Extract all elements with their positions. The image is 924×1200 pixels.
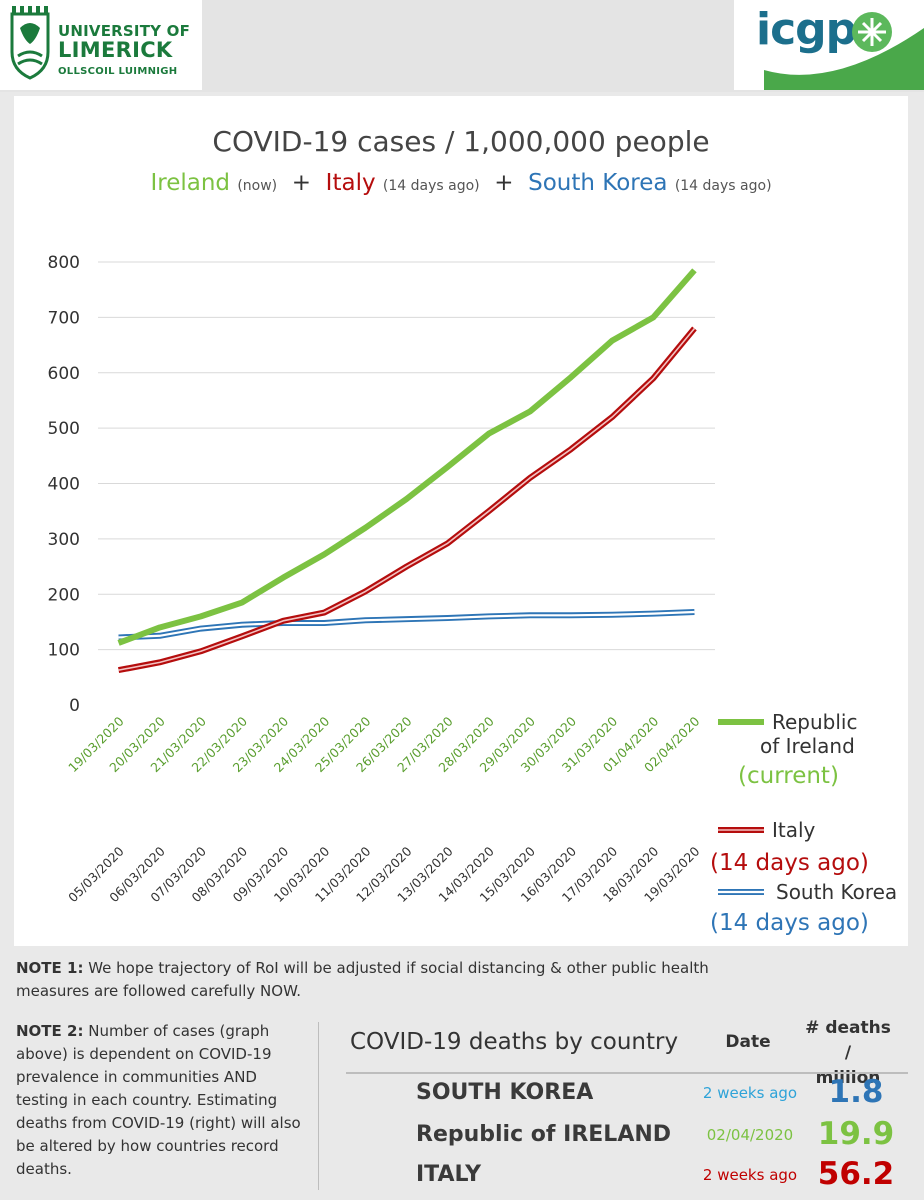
row-value-italy: 56.2 [817,1156,895,1192]
row-date-italy: 2 weeks ago [702,1166,798,1184]
legend-note-ireland: (current) [738,763,839,789]
y-tick-label: 600 [48,364,80,384]
note-2: NOTE 2: Number of cases (graph above) is… [16,1020,306,1181]
y-tick-label: 800 [48,253,80,273]
note-1-text: We hope trajectory of RoI will be adjust… [16,959,709,1000]
subtitle-italy: Italy [325,170,376,196]
line-chart: 010020030040050060070080019/03/202020/03… [48,253,898,936]
legend-label-ireland: of Ireland [760,734,855,758]
note-2-text: Number of cases (graph above) is depende… [16,1022,301,1178]
legend-label-south-korea: South Korea [776,880,897,904]
y-tick-label: 200 [48,585,80,605]
y-tick-label: 700 [48,308,80,328]
subtitle-plus: + [494,170,514,196]
subtitle-korea-note: (14 days ago) [674,178,772,194]
note-1-label: NOTE 1: [16,959,84,977]
y-tick-label: 400 [48,475,80,495]
row-country-ireland: Republic of IRELAND [416,1122,672,1147]
row-country-italy: ITALY [416,1162,482,1187]
legend-label-italy: Italy [772,818,816,842]
note-1: NOTE 1: We hope trajectory of RoI will b… [16,957,776,1003]
table-divider [346,1072,908,1074]
subtitle-korea: South Korea [528,170,668,196]
y-tick-label: 500 [48,419,80,439]
series-italy-core [118,327,696,671]
chart-subtitle: Ireland (now) + Italy (14 days ago) + So… [14,170,908,196]
row-date-south-korea: 2 weeks ago [702,1084,798,1102]
y-tick-label: 100 [48,641,80,661]
note-2-label: NOTE 2: [16,1022,84,1040]
series-south-korea-core [118,610,695,639]
row-value-south-korea: 1.8 [828,1074,884,1110]
legend-note-italy: (14 days ago) [710,850,869,876]
y-tick-label: 0 [69,696,80,716]
subtitle-italy-note: (14 days ago) [382,178,480,194]
ul-line3: OLLSCOIL LUIMNIGH [58,66,178,77]
deaths-table-title: COVID-19 deaths by country [350,1029,679,1055]
y-tick-label: 300 [48,530,80,550]
ul-line1: UNIVERSITY OF [58,22,191,40]
ul-line2: LIMERICK [58,38,173,62]
legend-label-ireland: Republic [772,710,857,734]
chart-title: COVID-19 cases / 1,000,000 people [212,125,710,158]
series-ireland [117,268,697,646]
vertical-divider [318,1022,319,1190]
date-column-header: Date [725,1032,771,1052]
subtitle-plus: + [291,170,312,196]
university-of-limerick-logo: UNIVERSITY OF LIMERICK OLLSCOIL LUIMNIGH [0,0,202,90]
chart-panel [14,96,908,946]
row-value-ireland: 19.9 [817,1116,895,1152]
icgp-swoosh-icon [764,12,924,90]
row-date-ireland: 02/04/2020 [706,1126,794,1144]
subtitle-ireland: Ireland [150,170,231,196]
legend-note-south-korea: (14 days ago) [710,910,869,936]
ul-crest-icon [10,6,50,80]
row-country-south-korea: SOUTH KOREA [416,1080,594,1105]
icgp-wordmark: icgp [756,4,857,55]
subtitle-ireland-note: (now) [237,178,278,194]
icgp-logo: icgp [734,0,924,90]
deaths-header-line1: # deaths / [805,1018,891,1063]
